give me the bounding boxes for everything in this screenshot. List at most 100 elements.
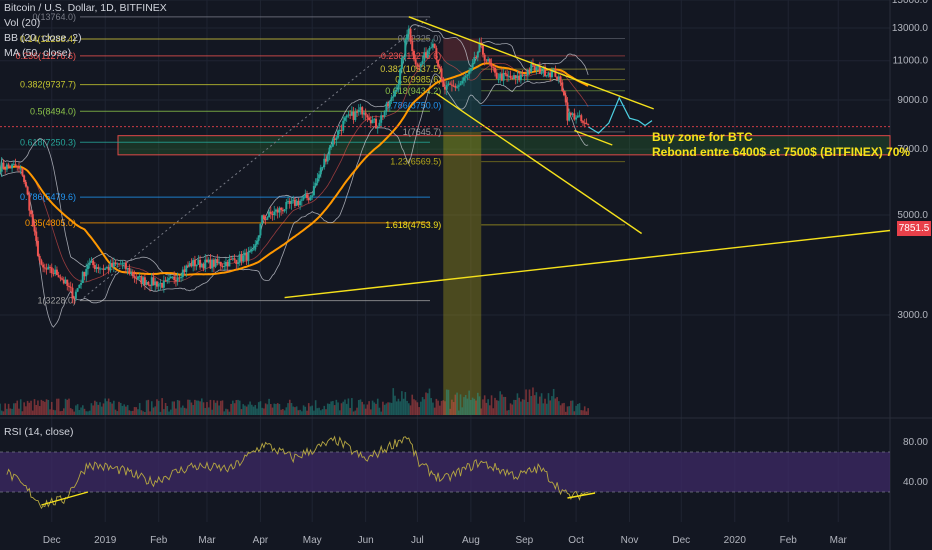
candle-body (587, 124, 590, 126)
volume-bar (118, 401, 120, 415)
candle-body (269, 211, 272, 214)
candle-body (136, 276, 139, 279)
candle-body (118, 263, 121, 265)
candle-body (252, 249, 255, 251)
volume-bar (213, 400, 215, 415)
rsi-band (0, 452, 890, 492)
time-tick-label: Oct (568, 535, 584, 546)
rsi-indicator-label[interactable]: RSI (14, close) (4, 426, 74, 438)
indicator-ma-label[interactable]: MA (50, close) (4, 47, 72, 59)
volume-bar (389, 402, 391, 415)
volume-bar (256, 408, 258, 415)
volume-bar (307, 403, 310, 415)
volume-bar (316, 408, 319, 415)
ma50-line (0, 62, 589, 276)
volume-bar (428, 388, 431, 415)
downtrend-upper-line (408, 16, 654, 110)
candle-body (392, 96, 395, 98)
volume-bar (119, 402, 122, 415)
candle-body (571, 113, 574, 115)
indicator-volume-label[interactable]: Vol (20) (4, 17, 41, 29)
volume-bar (480, 408, 483, 415)
candle-body (347, 114, 350, 116)
candle-body (533, 65, 536, 71)
volume-bar (187, 399, 189, 415)
candle-body (328, 147, 331, 155)
candle-body (504, 72, 507, 75)
volume-bar (395, 401, 398, 415)
candle-body (576, 115, 579, 118)
volume-bar (345, 403, 348, 415)
volume-bar (351, 398, 353, 415)
candle-body (259, 223, 262, 236)
candle-body (330, 146, 333, 148)
candle-body (288, 201, 291, 204)
volume-bar (378, 407, 381, 415)
volume-bar (580, 410, 583, 415)
volume-bar (483, 395, 486, 415)
candle-body (23, 175, 26, 182)
candle-body (356, 111, 359, 113)
candle-body (581, 121, 584, 123)
volume-bar (330, 401, 332, 415)
candle-body (223, 265, 226, 267)
volume-bar (211, 409, 213, 415)
volume-bar (333, 405, 336, 415)
candle-body (450, 84, 453, 86)
price-tick-label: 7000.0 (897, 144, 928, 155)
volume-bar (49, 409, 51, 415)
volume-bar (83, 408, 86, 415)
candle-body (152, 277, 155, 286)
volume-bar (171, 401, 174, 415)
volume-bar (57, 398, 60, 415)
volume-bar (31, 410, 34, 415)
volume-bar (9, 408, 12, 415)
volume-bar (397, 398, 400, 415)
volume-bar (2, 411, 5, 415)
candle-body (428, 47, 431, 51)
volume-bar (275, 403, 277, 415)
volume-bar (23, 402, 25, 415)
volume-bar (195, 400, 198, 415)
fib-level-label: 1(3228.0) (37, 296, 76, 306)
volume-bar (249, 401, 251, 415)
candle-body (14, 164, 17, 167)
candle-body (268, 211, 271, 218)
volume-bar (113, 400, 115, 415)
candle-body (473, 57, 476, 64)
rsi-divergence-line-2 (567, 492, 596, 499)
volume-bar (544, 398, 546, 415)
volume-bar (563, 402, 565, 415)
time-tick-label: Jul (411, 535, 424, 546)
volume-bar (223, 411, 226, 415)
fib-level-label: 0.382(9737.7) (20, 80, 76, 90)
candle-body (414, 59, 417, 65)
candle-body (192, 259, 195, 267)
volume-bar (561, 403, 564, 415)
volume-bar (295, 406, 298, 415)
candle-body (17, 166, 20, 169)
candle-body (257, 235, 260, 241)
fib-level-label: 0.14(12288.4) (20, 34, 76, 44)
volume-bar (237, 399, 239, 415)
volume-bar (52, 409, 55, 415)
candle-body (340, 129, 343, 131)
time-tick-label: Mar (198, 535, 216, 546)
candle-body (171, 276, 174, 278)
time-tick-label: Dec (43, 535, 61, 546)
candle-body (445, 85, 448, 90)
volume-bar (401, 391, 403, 415)
volume-bar (318, 407, 320, 415)
candle-body (121, 263, 124, 265)
candle-body (109, 263, 112, 271)
indicator-bollinger-label[interactable]: BB (20, close, 2) (4, 32, 82, 44)
candle-body (312, 186, 315, 196)
volume-bar (132, 410, 134, 415)
candle-body (343, 117, 346, 121)
volume-bar (376, 398, 379, 415)
candle-body (412, 51, 415, 60)
volume-bar (149, 411, 151, 415)
fib-ext-label: 0.382(10537.5) (380, 64, 441, 74)
